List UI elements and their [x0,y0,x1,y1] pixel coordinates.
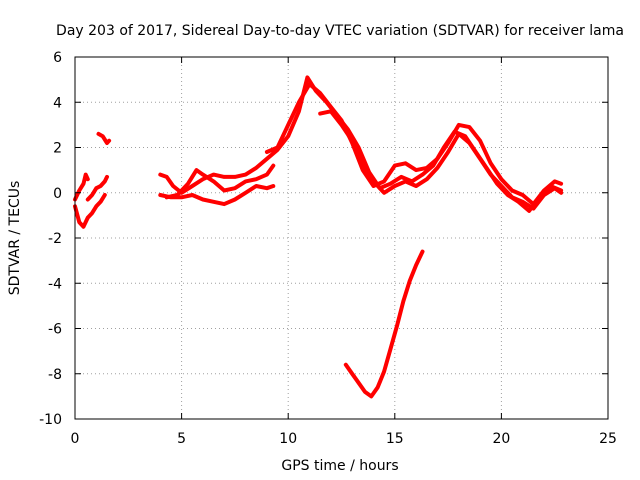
series-line-arc-10 [343,249,425,399]
y-tick-label: -2 [48,231,62,247]
series-line-arc-7 [164,163,276,200]
x-tick-label: 20 [492,431,510,447]
grid [75,57,608,419]
axis-ticks: 0 5 10 15 20 25 -10 -8 -6 -4 -2 0 2 4 6 [39,50,617,447]
x-tick-label: 0 [71,431,80,447]
y-axis-label: SDTVAR / TECUs [7,181,23,296]
series-line-arc-2 [73,172,90,202]
y-tick-label: 6 [53,50,62,66]
series-line-arc-1 [73,193,107,229]
y-tick-label: -6 [48,322,62,338]
y-tick-label: -4 [48,276,62,292]
y-tick-label: 4 [53,95,62,111]
x-axis-label: GPS time / hours [281,458,398,474]
series-line-arc-9 [318,109,564,211]
series-line-arc-8 [264,82,564,207]
series-line-arc-3 [85,174,109,202]
series-line-arc-5 [158,184,276,207]
y-tick-label: 0 [53,186,62,202]
data-traces [73,75,564,399]
plot-frame [74,56,609,420]
chart-title: Day 203 of 2017, Sidereal Day-to-day VTE… [56,23,624,39]
x-tick-label: 5 [177,431,186,447]
y-tick-label: -10 [39,412,62,428]
y-tick-label: -8 [48,367,62,383]
x-tick-label: 10 [279,431,297,447]
x-tick-label: 15 [386,431,404,447]
y-tick-label: 2 [53,141,62,157]
x-tick-label: 25 [599,431,617,447]
series-line-arc-4 [96,131,112,145]
